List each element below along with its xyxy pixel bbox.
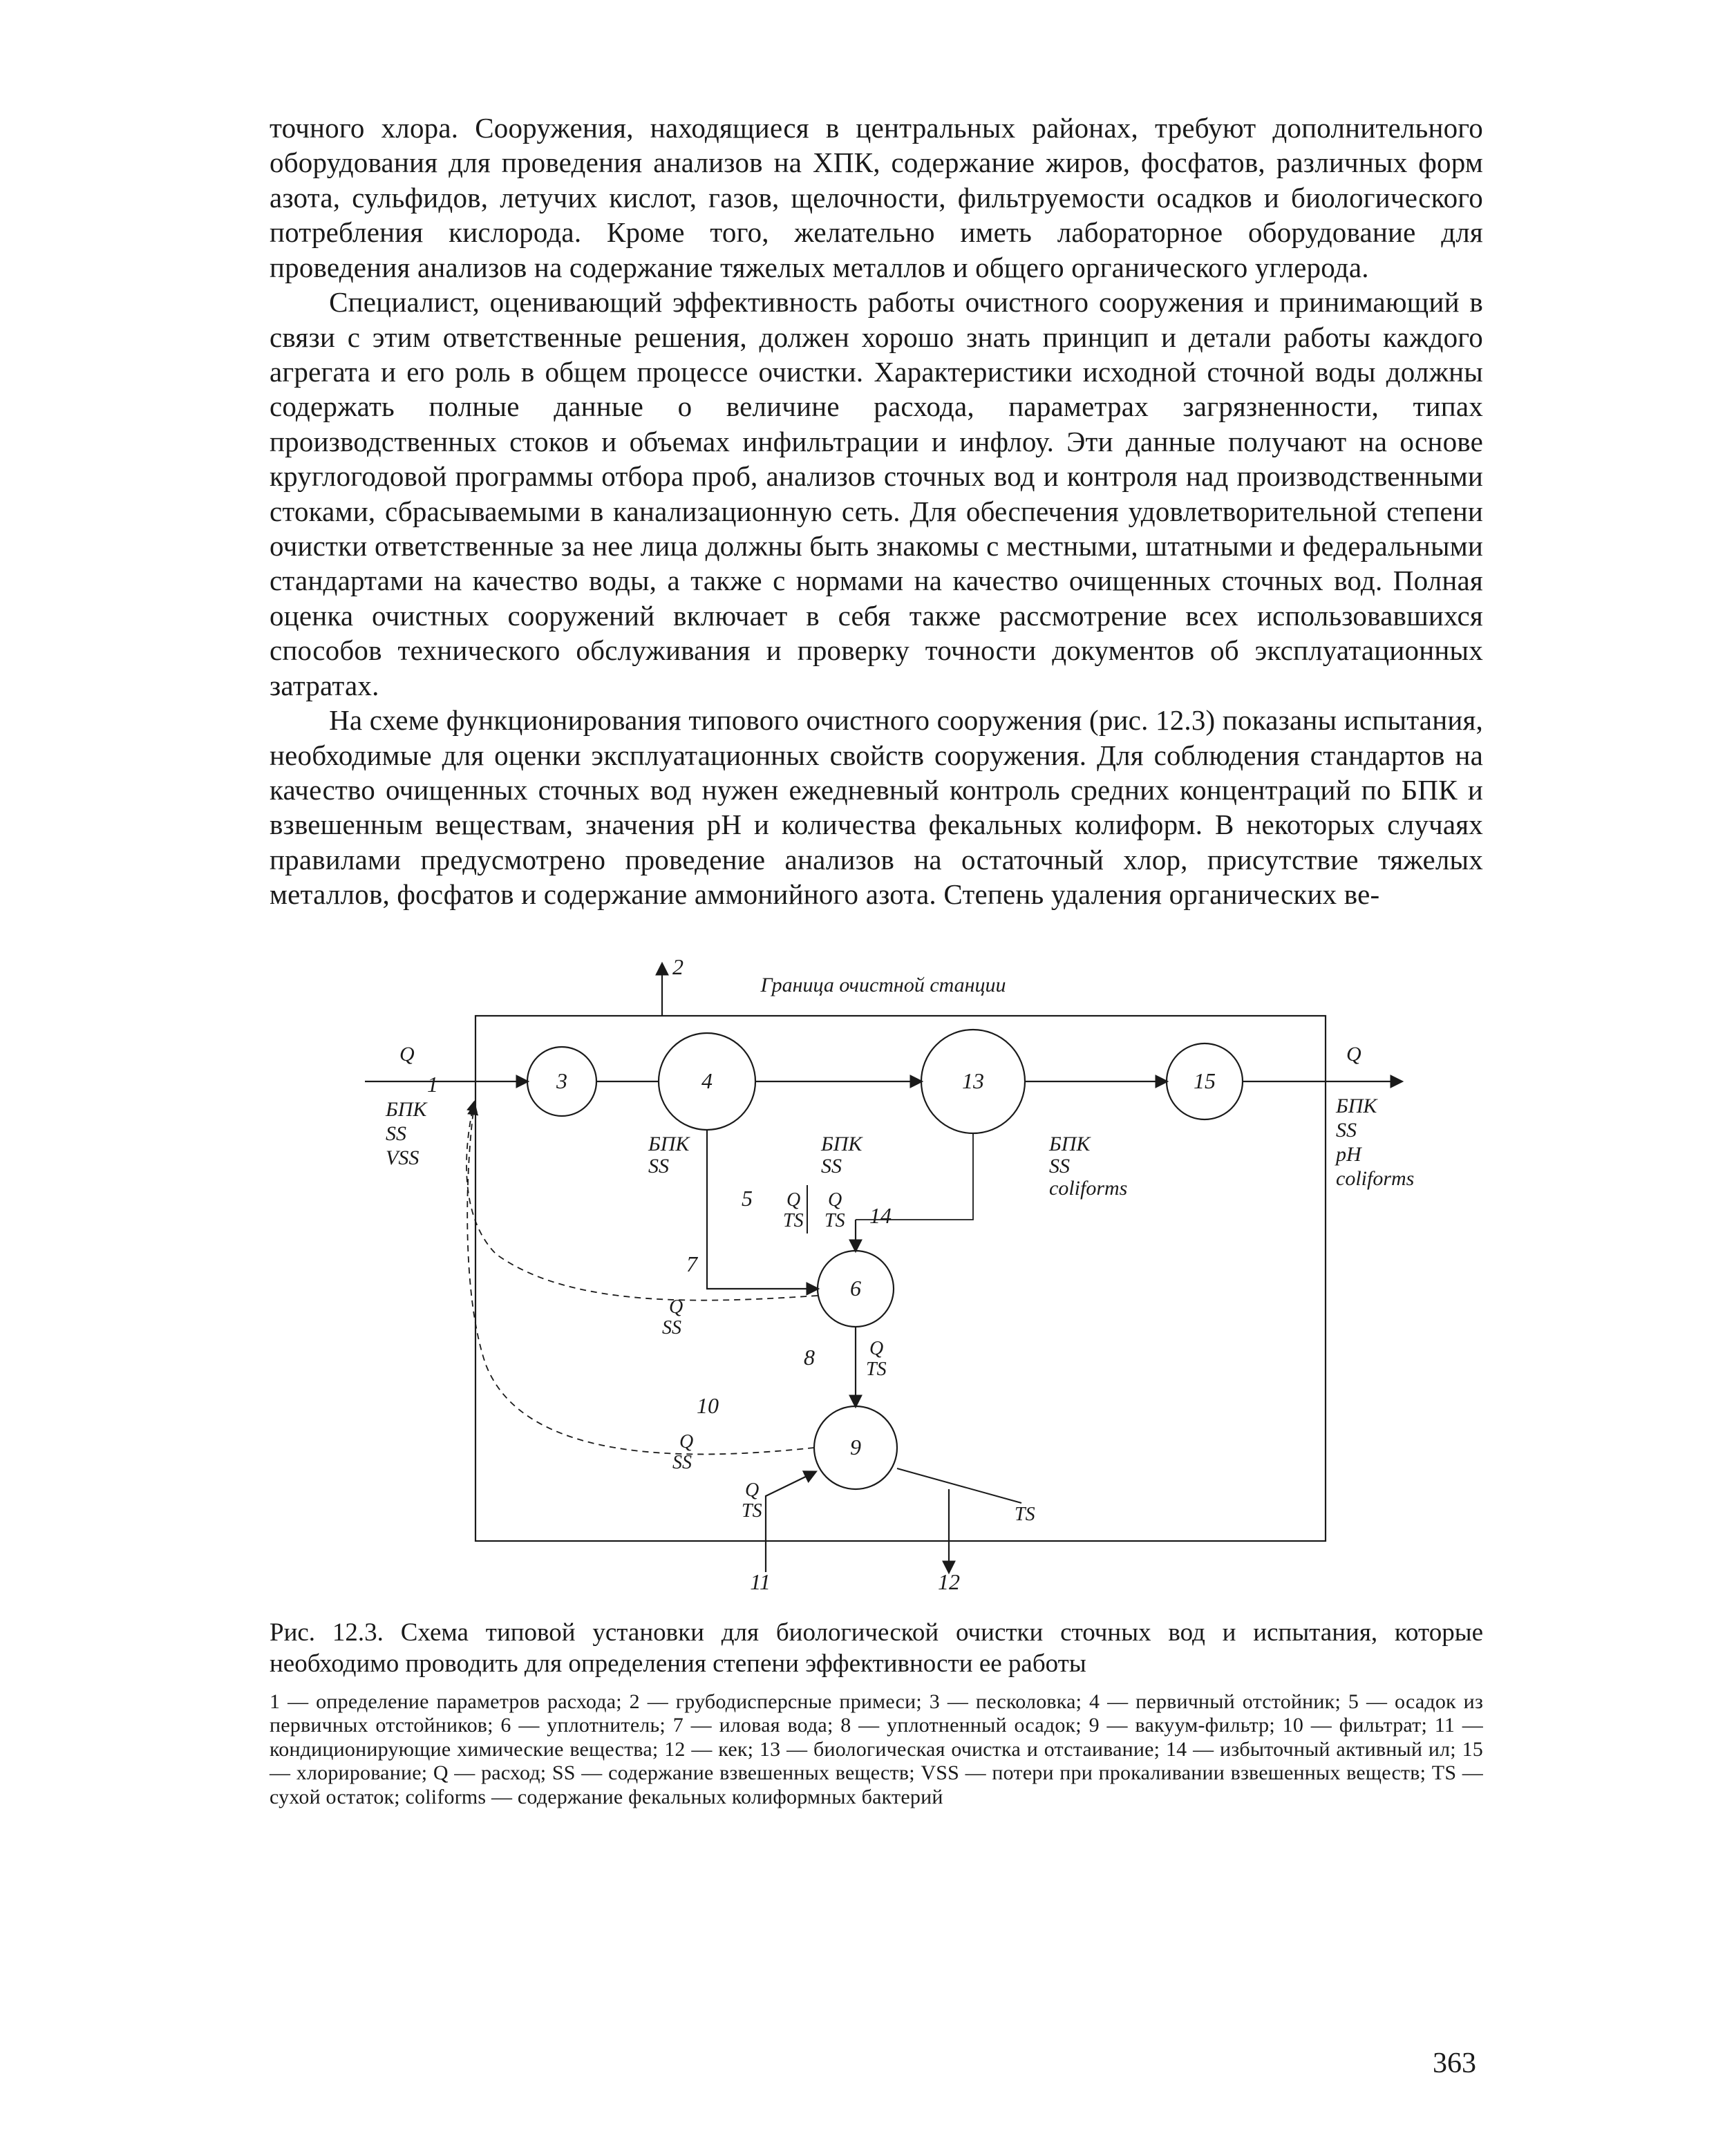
label-4: 4 (701, 1068, 713, 1093)
lbl-SS10: SS (672, 1452, 692, 1473)
lbl-TSb: TS (824, 1210, 845, 1231)
lbl-bpk-4: БПК (648, 1133, 690, 1155)
label-11: 11 (750, 1569, 771, 1594)
label-Q-in: Q (399, 1043, 415, 1066)
label-SS-in: SS (386, 1122, 406, 1145)
lbl-TSa: TS (783, 1210, 804, 1231)
label-2: 2 (672, 954, 684, 979)
lbl-TS8: TS (866, 1359, 887, 1380)
label-SS-out: SS (1336, 1119, 1357, 1142)
lbl-SS7: SS (662, 1317, 681, 1339)
plant-boundary (475, 1016, 1326, 1541)
label-13: 13 (962, 1068, 984, 1093)
label-6: 6 (850, 1276, 861, 1301)
figure-caption: Рис. 12.3. Схема типовой установки для б… (270, 1617, 1483, 1679)
lbl-col-13: coliforms (1049, 1177, 1127, 1200)
label-Q-out: Q (1346, 1043, 1361, 1066)
label-7: 7 (686, 1251, 699, 1276)
lbl-Qb: Q (828, 1189, 842, 1211)
lbl-bpk-413: БПК (820, 1133, 863, 1155)
figure-legend: 1 — определение параметров расхода; 2 — … (270, 1690, 1483, 1810)
lbl-Q10: Q (679, 1431, 693, 1453)
conn-9-ts12 (897, 1468, 1021, 1503)
paragraph-3: На схеме функционирования типового очист… (270, 703, 1483, 912)
lbl-bpk-13: БПК (1048, 1133, 1091, 1155)
label-10: 10 (697, 1393, 719, 1418)
body-text: точного хлора. Сооружения, находящиеся в… (270, 111, 1483, 912)
label-8: 8 (804, 1345, 815, 1370)
label-14: 14 (869, 1203, 892, 1228)
label-pH-out: pH (1335, 1143, 1363, 1166)
return-10 (467, 1106, 814, 1454)
label-3: 3 (556, 1068, 567, 1093)
paragraph-2: Специалист, оценивающий эффективность ра… (270, 285, 1483, 703)
page: точного хлора. Сооружения, находящиеся в… (0, 0, 1725, 2156)
lbl-ss-13: SS (1049, 1155, 1070, 1178)
label-15: 15 (1194, 1068, 1216, 1093)
label-VSS-in: VSS (386, 1146, 419, 1169)
lbl-TS12: TS (1015, 1504, 1035, 1525)
label-BPK-out: БПК (1335, 1095, 1378, 1117)
lbl-ss-4: SS (648, 1155, 669, 1178)
label-9: 9 (850, 1435, 861, 1459)
legend-text: 1 — определение параметров расхода; 2 — … (270, 1690, 1483, 1808)
return-7 (466, 1102, 818, 1301)
diagram-svg: Граница очистной станции 2 Q 1 БПК SS VS… (323, 950, 1429, 1593)
conn-11-9 (766, 1472, 816, 1572)
label-BPK-in: БПК (385, 1098, 428, 1121)
page-number: 363 (1433, 2047, 1476, 2080)
label-12: 12 (938, 1569, 960, 1594)
lbl-TS11: TS (742, 1500, 762, 1522)
paragraph-1: точного хлора. Сооружения, находящиеся в… (270, 111, 1483, 285)
lbl-ss-413: SS (821, 1155, 842, 1178)
label-col-out: coliforms (1336, 1167, 1414, 1190)
label-1: 1 (427, 1072, 438, 1097)
lbl-Q11: Q (745, 1479, 759, 1501)
lbl-Qa: Q (786, 1189, 800, 1211)
lbl-Q8: Q (869, 1338, 883, 1359)
figure-12-3: Граница очистной станции 2 Q 1 БПК SS VS… (270, 950, 1483, 1810)
label-5: 5 (742, 1186, 753, 1211)
boundary-label: Граница очистной станции (760, 974, 1006, 996)
